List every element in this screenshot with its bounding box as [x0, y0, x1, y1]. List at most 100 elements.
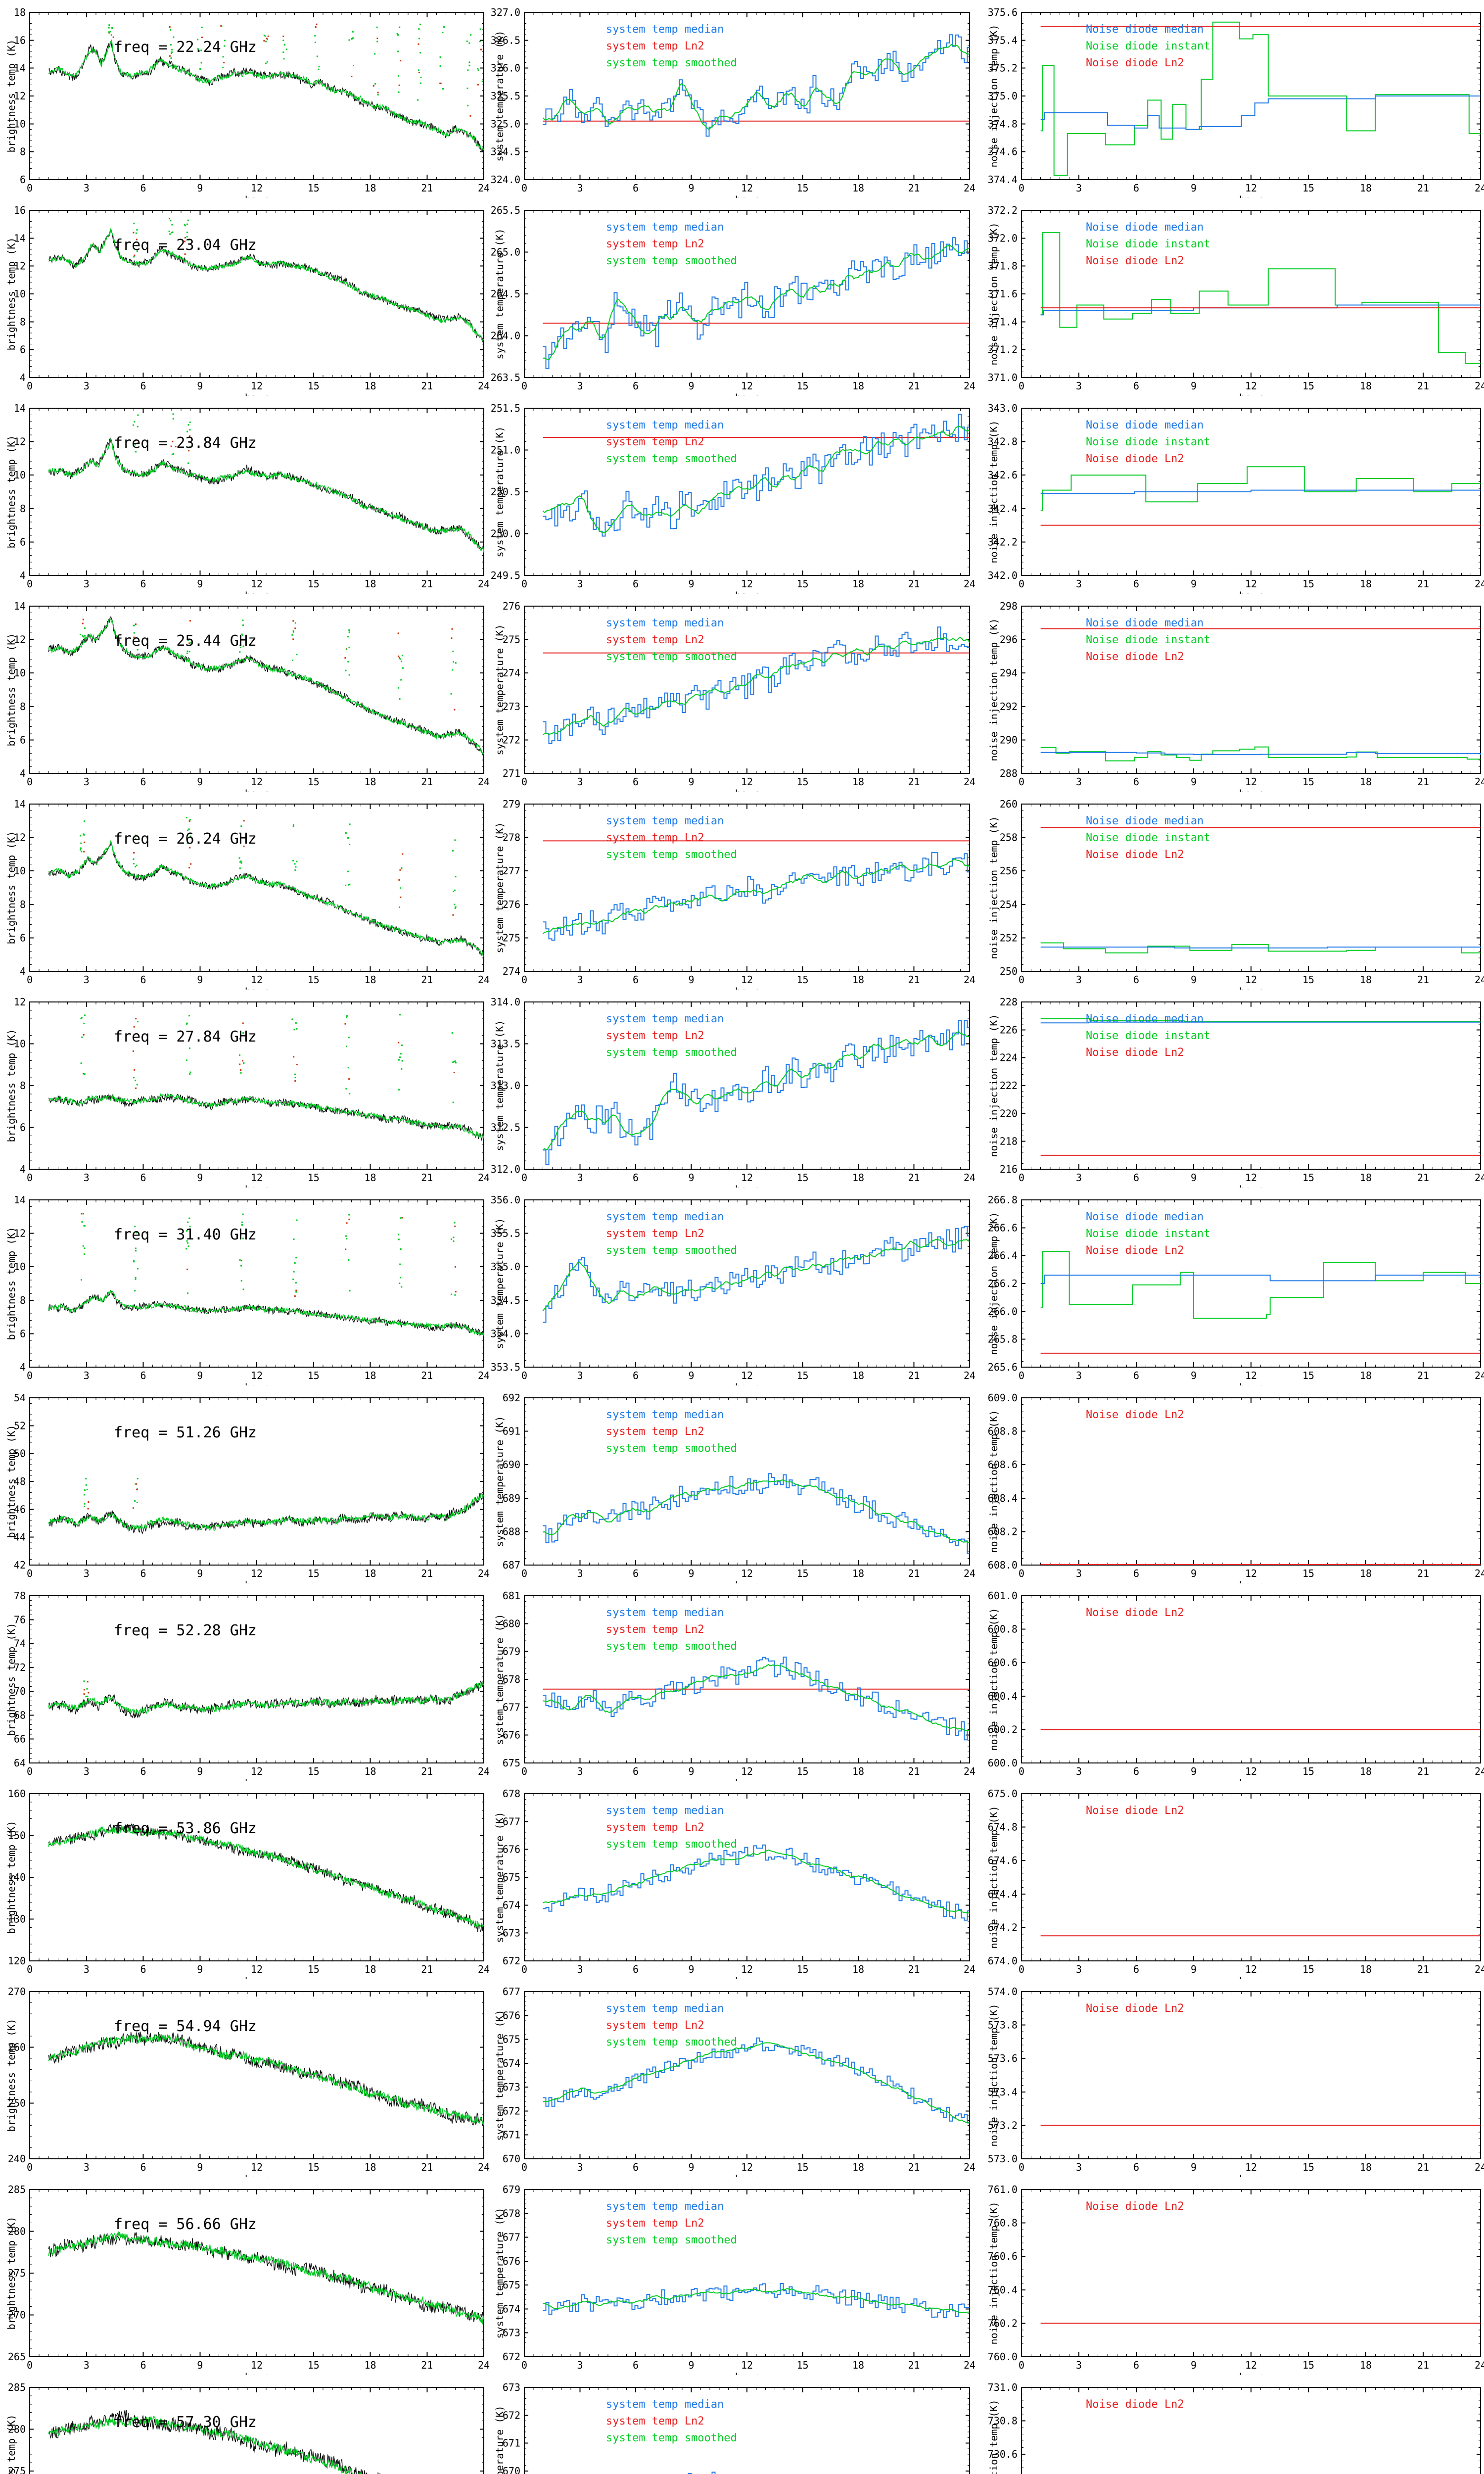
- y-tick-label: 240: [8, 2153, 26, 2165]
- outlier-dot: [135, 232, 137, 234]
- outlier-dot: [318, 66, 320, 68]
- outlier-dot: [189, 1071, 191, 1073]
- x-tick-label: 12: [1245, 776, 1257, 788]
- row-plots-svg: 0 3 6 9 12 15 18 21 24 hour 4 6 8 10 12 14 brightness te…: [5, 798, 1484, 990]
- y-tick-label: 4: [20, 767, 26, 779]
- y-tick-label: 342.0: [988, 570, 1018, 581]
- outlier-dot: [84, 1073, 86, 1075]
- outlier-dot: [345, 1088, 347, 1090]
- x-tick-label: 9: [688, 2161, 694, 2173]
- noise-diode-median: [1040, 752, 1481, 756]
- outlier-dot: [134, 1500, 136, 1502]
- outlier-dot: [137, 250, 138, 252]
- y-tick-label: 6: [20, 1122, 26, 1134]
- y-tick-label: 8: [20, 899, 26, 910]
- outlier-dot: [136, 1084, 138, 1086]
- x-tick-label: 18: [852, 1370, 864, 1381]
- y-tick-label: 274: [503, 965, 520, 977]
- series: [48, 1682, 484, 1715]
- noise-diode-median: [1040, 1021, 1481, 1024]
- x-tick-label: 18: [364, 1370, 376, 1381]
- x-tick-label: 0: [1019, 1765, 1024, 1777]
- outlier-dot: [453, 1061, 455, 1063]
- outlier-dot: [186, 1240, 188, 1242]
- x-tick-label: 18: [852, 1963, 864, 1975]
- x-axis-label: hour: [735, 1381, 759, 1385]
- y-tick-label: 672: [503, 2105, 520, 2117]
- freq-title: freq = 57.30 GHz: [114, 2414, 257, 2431]
- outlier-dot: [222, 66, 224, 68]
- outlier-dot: [292, 859, 294, 861]
- series: [48, 228, 484, 341]
- x-tick-label: 24: [478, 578, 490, 590]
- channel-row-9: 03691215182124hour6466687072747678bright…: [0, 1583, 1484, 1781]
- x-tick-label: 9: [1191, 1568, 1197, 1579]
- y-tick-label: 675: [503, 1757, 520, 1769]
- outlier-dot: [454, 1294, 456, 1296]
- x-tick-label: 15: [308, 2359, 320, 2371]
- noise-injection-y-axis-label: noise injection temp (K): [988, 2202, 1000, 2345]
- row-plots-svg: 0 3 6 9 12 15 18 21 24 hour 4 6 8 10 12 14 brightness te…: [5, 1194, 1484, 1385]
- outlier-dot: [136, 864, 138, 866]
- outlier-dot: [171, 52, 172, 54]
- outlier-dot: [292, 825, 294, 827]
- x-tick-label: 3: [577, 380, 583, 392]
- x-tick-label: 18: [852, 182, 864, 194]
- x-tick-label: 0: [27, 1963, 33, 1975]
- y-tick-label: 275: [8, 2267, 26, 2279]
- outlier-dot: [83, 1034, 85, 1036]
- brightness-y-axis-label: brightness temp (K): [5, 2415, 17, 2474]
- outlier-dot: [400, 896, 402, 898]
- y-tick-label: 12: [14, 90, 26, 102]
- x-tick-label: 12: [1245, 1765, 1257, 1777]
- x-tick-label: 24: [1475, 1765, 1484, 1777]
- outlier-dot: [137, 1477, 139, 1479]
- x-axis-label: hour: [1239, 392, 1263, 396]
- noisediode-axes: 0 3 6 9 12 15 18 21 24 hour 608.0 608.2 608.4 608.6 60…: [988, 1392, 1484, 1583]
- x-tick-label: 3: [577, 776, 583, 788]
- y-tick-label: 342.6: [988, 469, 1018, 481]
- x-tick-label: 18: [852, 974, 864, 986]
- x-tick-label: 0: [521, 1568, 527, 1579]
- x-tick-label: 21: [421, 1765, 433, 1777]
- noise-injection-y-axis-label: noise injection temp (K): [988, 2004, 1000, 2147]
- outlier-dot: [190, 863, 192, 865]
- outlier-dot: [133, 248, 135, 249]
- outlier-dot: [80, 842, 82, 844]
- row-plots-svg: 03691215182124hour265270275280285brightn…: [5, 2381, 1481, 2474]
- outlier-dot: [263, 40, 265, 42]
- outlier-dot: [88, 1501, 90, 1503]
- y-tick-label: 670: [503, 2153, 520, 2165]
- outlier-dot: [133, 862, 135, 864]
- series: [48, 2031, 484, 2126]
- series-median: [543, 852, 970, 941]
- outlier-dot: [401, 1068, 403, 1070]
- systemp-axes: 0 3 6 9 12 15 18 21 24 hour 672 673 674 675 676 677 678 6…: [503, 2184, 975, 2375]
- series-smoothed: [542, 1031, 970, 1151]
- outlier-dot: [136, 1232, 138, 1234]
- system-temp-legend-entry: system temp median: [606, 2398, 724, 2411]
- system-temp-legend-entry: system temp Ln2: [606, 2217, 704, 2230]
- x-tick-label: 12: [251, 2161, 263, 2173]
- x-tick-label: 21: [421, 776, 433, 788]
- x-tick-label: 21: [1417, 1568, 1429, 1579]
- outlier-dot: [396, 33, 398, 35]
- x-axis-label: hour: [1239, 1381, 1263, 1385]
- outlier-dot: [242, 1032, 244, 1034]
- outlier-dot: [189, 620, 191, 622]
- channel-row-3: 0 3 6 9 12 15 18 21 24 hour 4 6 8 10 12 14 brightness te…: [0, 396, 1484, 594]
- noise-injection-y-axis-label: noise injection temp (K): [988, 816, 1000, 959]
- series: [48, 437, 484, 551]
- y-tick-label: 608.2: [988, 1525, 1018, 1537]
- outlier-dot: [185, 225, 186, 227]
- outlier-dot: [466, 88, 468, 90]
- outlier-dot: [83, 1680, 85, 1682]
- y-tick-label: 72: [14, 1662, 26, 1673]
- outlier-dot: [186, 232, 188, 234]
- outlier-dot: [223, 62, 225, 63]
- outlier-dot: [188, 867, 190, 869]
- outlier-dot: [135, 1483, 137, 1485]
- outlier-dot: [316, 55, 318, 57]
- outlier-dot: [294, 1077, 296, 1079]
- x-axis-label: hour: [245, 2371, 269, 2375]
